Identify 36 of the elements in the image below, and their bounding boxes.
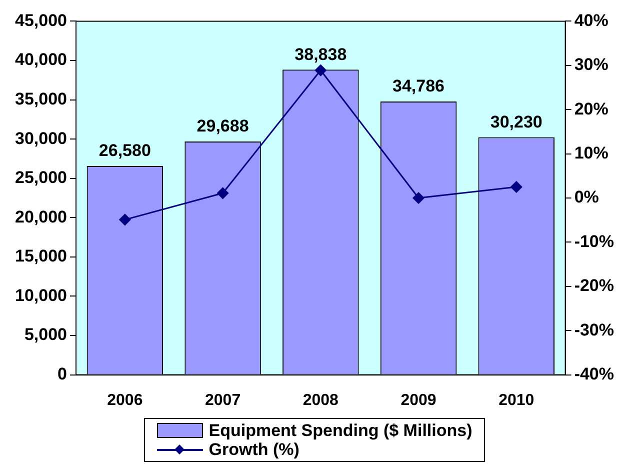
y-tick-label: 0 — [58, 364, 67, 384]
point — [412, 192, 424, 204]
x-tick-label: 2006 — [107, 392, 143, 409]
y-tick-label: 25,000 — [14, 168, 67, 188]
text: Equipment Spending ($ Millions) — [208, 421, 472, 440]
data-label: 34,786 — [392, 76, 445, 96]
y2-tick-label: -10% — [574, 232, 614, 251]
y-tick-label: 20,000 — [14, 207, 67, 226]
x-tick-label: 2009 — [400, 392, 436, 409]
legend-label: Growth (%) — [208, 440, 300, 459]
point — [119, 214, 131, 226]
point — [314, 64, 326, 76]
y2-tick-label: 40% — [574, 10, 608, 30]
y-tick-label: 40,000 — [14, 50, 67, 70]
y-tick-label: 15,000 — [14, 246, 67, 266]
data-label: 29,688 — [196, 116, 249, 136]
data-label: 38,838 — [294, 44, 347, 64]
y2-tick-label: 30% — [574, 55, 608, 74]
data-label: 30,230 — [490, 112, 542, 132]
y-tick-label: 45,000 — [14, 10, 67, 30]
x-tick-label: 2010 — [498, 392, 534, 409]
x-tick-label: 2008 — [302, 392, 339, 409]
y-tick-label: 10,000 — [14, 286, 67, 305]
point — [510, 181, 522, 193]
y2-tick-label: 10% — [574, 143, 608, 162]
y-tick-label: 35,000 — [14, 89, 67, 108]
y2-tick-label: -20% — [574, 276, 614, 296]
y-tick-label: 30,000 — [14, 128, 67, 148]
y2-tick-label: -30% — [574, 320, 614, 340]
y2-tick-label: -40% — [574, 364, 614, 384]
y2-tick-label: 20% — [574, 99, 608, 118]
y-tick-label: 5,000 — [24, 325, 67, 344]
x-tick-label: 2007 — [204, 392, 241, 409]
y2-tick-label: 0% — [574, 188, 599, 207]
data-label: 26,580 — [98, 141, 151, 160]
point — [217, 187, 229, 199]
